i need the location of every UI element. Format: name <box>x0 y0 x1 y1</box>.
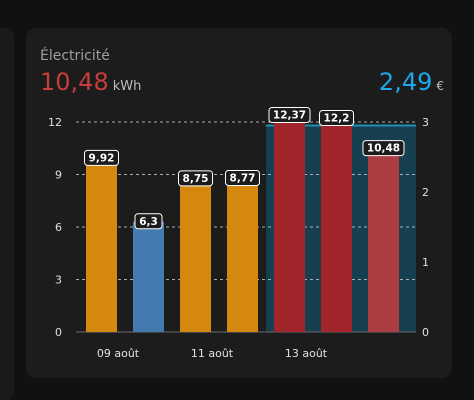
data-label-box <box>178 170 213 187</box>
left-tick-label: 12 <box>48 116 62 129</box>
bar <box>368 148 399 332</box>
bar <box>133 221 164 332</box>
x-tick-label: 11 août <box>191 347 234 360</box>
cost-unit: € <box>436 79 444 93</box>
energy-unit: kWh <box>112 79 142 94</box>
x-tick-label: 13 août <box>285 347 328 360</box>
data-label: 6,3 <box>139 216 158 228</box>
right-tick-label: 2 <box>422 186 429 199</box>
energy-value: 10,48 <box>40 68 109 96</box>
left-tick-label: 3 <box>55 274 62 287</box>
bar <box>86 158 117 332</box>
left-tick-label: 6 <box>55 221 62 234</box>
energy-total: 10,48 kWh <box>40 68 141 101</box>
data-label-box <box>268 107 311 124</box>
right-tick-label: 0 <box>422 326 429 339</box>
cost-total: 2,49 € <box>379 68 444 100</box>
x-tick-label: 09 août <box>97 347 140 360</box>
bar <box>180 178 211 332</box>
data-label: 8,77 <box>230 173 256 185</box>
data-label-box <box>134 213 163 230</box>
data-label: 10,48 <box>367 143 400 155</box>
data-label-box <box>319 110 354 126</box>
data-label: 8,75 <box>183 173 209 185</box>
bar <box>227 178 258 332</box>
data-label-box <box>225 170 260 187</box>
card-title: Électricité <box>40 48 110 64</box>
right-tick-label: 3 <box>422 116 429 129</box>
left-tick-label: 0 <box>55 326 62 339</box>
data-label: 9,92 <box>89 152 115 164</box>
left-tick-label: 9 <box>55 169 62 182</box>
bar <box>321 118 352 332</box>
data-label-box <box>362 140 405 157</box>
data-label: 12,2 <box>324 113 350 125</box>
right-tick-label: 1 <box>422 256 429 269</box>
bar <box>274 115 305 333</box>
data-label-box <box>84 149 119 166</box>
cost-value: 2,49 <box>378 68 433 96</box>
adjacent-card-edge <box>0 28 14 400</box>
data-label: 12,37 <box>273 110 306 122</box>
